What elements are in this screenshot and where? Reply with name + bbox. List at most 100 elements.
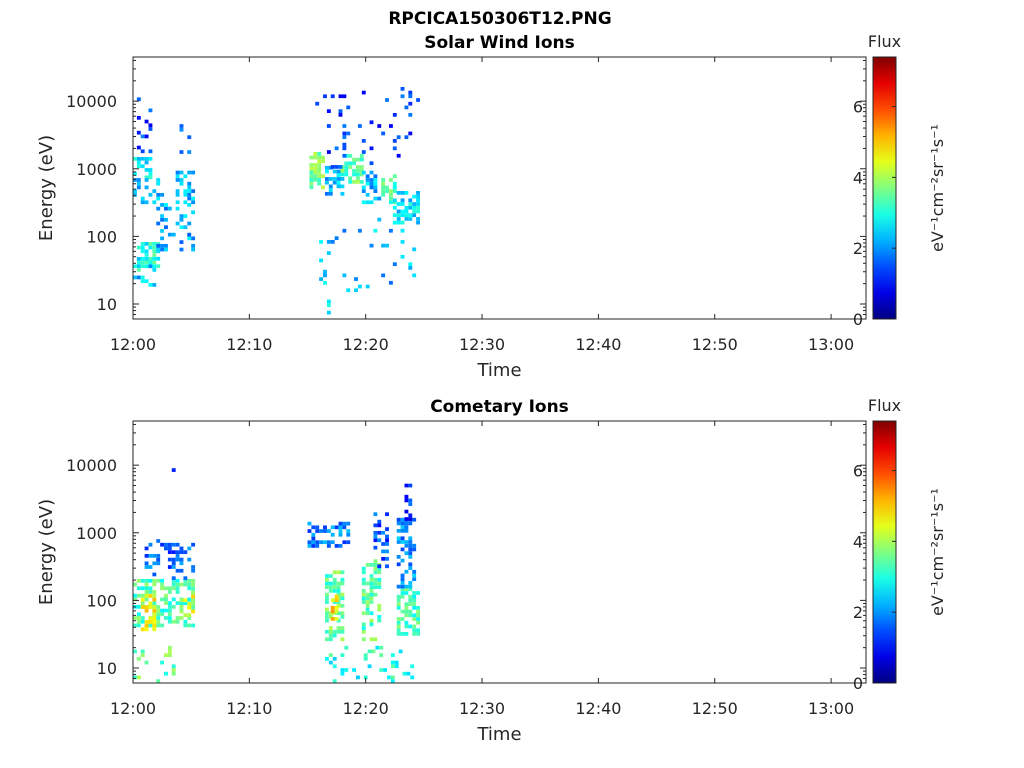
flux-cell — [313, 170, 318, 175]
flux-cell — [412, 591, 417, 595]
flux-cell — [326, 303, 331, 308]
flux-cell — [144, 178, 149, 182]
flux-cell — [367, 664, 372, 669]
flux-cell — [140, 260, 145, 265]
flux-cell — [369, 120, 374, 125]
flux-cell — [148, 623, 153, 628]
flux-cell — [412, 569, 417, 574]
flux-cell — [191, 189, 196, 193]
flux-cell — [167, 653, 172, 657]
flux-cell — [164, 243, 168, 248]
flux-cell — [136, 612, 141, 617]
flux-cell — [404, 517, 409, 521]
flux-cell — [152, 268, 157, 272]
flux-cell — [400, 591, 405, 595]
flux-cell — [408, 587, 413, 592]
flux-cell — [171, 586, 176, 591]
flux-cell — [156, 178, 161, 182]
flux-cell — [338, 532, 343, 537]
flux-cell — [416, 198, 420, 203]
flux-cell — [328, 177, 333, 181]
flux-cell — [336, 581, 341, 586]
flux-cell — [342, 521, 347, 526]
flux-cell — [323, 525, 327, 530]
flux-cell — [140, 156, 145, 161]
flux-cell — [348, 154, 353, 158]
flux-cell — [416, 202, 420, 206]
flux-cell — [354, 288, 358, 293]
flux-cell — [164, 217, 168, 222]
flux-cell — [136, 97, 141, 102]
flux-cell — [338, 94, 343, 99]
flux-cell — [326, 529, 331, 533]
flux-cell — [187, 613, 192, 618]
flux-cell — [187, 189, 192, 193]
flux-cell — [148, 175, 153, 180]
flux-cell — [148, 594, 153, 598]
flux-cell — [385, 243, 389, 248]
flux-cell — [187, 135, 192, 140]
flux-cell — [167, 619, 172, 624]
flux-cell — [342, 228, 347, 233]
flux-cell — [346, 532, 351, 537]
flux-cell — [404, 135, 409, 140]
flux-cell — [340, 653, 345, 657]
flux-cell — [338, 525, 343, 530]
flux-cell — [140, 279, 145, 284]
flux-cell — [144, 264, 149, 269]
flux-cell — [359, 157, 364, 162]
y-tick-label: 1000 — [76, 160, 117, 179]
flux-cell — [356, 180, 360, 184]
flux-cell — [400, 577, 405, 582]
flux-cell — [152, 264, 157, 269]
flux-cell — [324, 165, 329, 170]
flux-cell — [167, 616, 172, 620]
flux-cell — [410, 675, 415, 680]
flux-cell — [412, 598, 417, 603]
flux-cell — [348, 176, 353, 181]
flux-cell — [136, 268, 141, 272]
flux-cell — [400, 558, 405, 563]
flux-cell — [369, 563, 374, 567]
flux-cell — [160, 612, 165, 617]
flux-cell — [361, 581, 366, 586]
flux-cell — [191, 594, 196, 599]
flux-cell — [400, 209, 405, 214]
flux-cell — [156, 604, 161, 609]
flux-cell — [385, 534, 389, 539]
flux-cell — [175, 590, 180, 594]
flux-cell — [136, 178, 141, 182]
flux-cell — [317, 151, 322, 156]
flux-cell — [356, 675, 360, 680]
flux-cell — [140, 249, 145, 254]
flux-cell — [365, 181, 370, 186]
flux-cell — [412, 517, 417, 522]
flux-cell — [400, 191, 405, 195]
flux-cell — [156, 247, 161, 252]
flux-cell — [317, 177, 322, 182]
flux-cell — [408, 598, 413, 603]
flux-cell — [408, 517, 413, 521]
flux-cell — [175, 189, 180, 193]
flux-cell — [175, 616, 180, 620]
flux-cell — [187, 586, 192, 591]
flux-cell — [144, 119, 149, 124]
flux-cell — [140, 616, 145, 620]
flux-cell — [167, 557, 172, 562]
flux-cell — [317, 166, 322, 171]
flux-cell — [326, 310, 331, 315]
flux-cell — [140, 196, 145, 201]
flux-cell — [140, 200, 145, 205]
flux-cell — [167, 645, 172, 650]
y-axis-label: Energy (eV) — [36, 135, 57, 241]
flux-cell — [404, 525, 409, 529]
flux-cell — [324, 611, 329, 616]
flux-cell — [148, 245, 153, 250]
flux-cell — [179, 178, 184, 182]
flux-cell — [191, 601, 196, 605]
flux-cell — [187, 623, 192, 628]
flux-cell — [404, 551, 409, 556]
flux-cell — [152, 249, 157, 254]
flux-cell — [160, 217, 165, 222]
flux-cell — [156, 679, 161, 683]
